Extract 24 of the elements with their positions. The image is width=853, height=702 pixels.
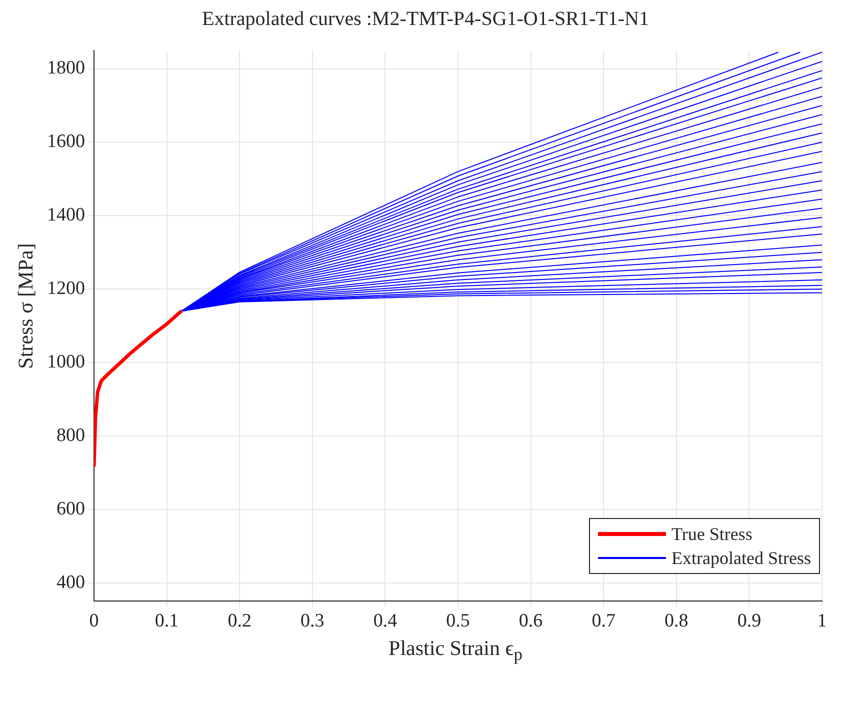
x-tick-label: 0.5 [446,610,470,632]
legend-label: True Stress [672,523,752,546]
y-tick-label: 800 [56,424,85,446]
x-tick-label: 0.4 [373,610,398,632]
x-tick-label: 0 [89,610,99,632]
x-tick-label: 0.3 [300,610,324,632]
chart-title: Extrapolated curves :M2-TMT-P4-SG1-O1-SR1-T1-N1 [201,8,650,32]
x-tick-label: 0.8 [664,610,688,632]
x-tick-label: 0.2 [228,610,252,632]
y-tick-label: 1600 [47,131,85,152]
y-tick-label: 600 [56,498,85,520]
y-tick-label: 1400 [47,204,85,226]
y-tick-label: 1200 [47,278,85,300]
y-tick-label: 400 [56,572,85,593]
y-tick-label: 1000 [47,352,85,373]
y-axis-title: Stress σ [MPa] [14,243,38,369]
x-tick-label: 1 [817,610,827,632]
x-tick-label: 0.7 [592,610,616,632]
x-tick-label: 0.9 [737,610,762,632]
x-axis-title: Plastic Strain ϵ$_{p}$ [388,636,524,666]
x-tick-label: 0.1 [154,610,179,632]
y-tick-label: 1800 [47,58,85,79]
legend-label: Extrapolated Stress [672,547,811,570]
x-tick-label: 0.6 [518,610,543,632]
